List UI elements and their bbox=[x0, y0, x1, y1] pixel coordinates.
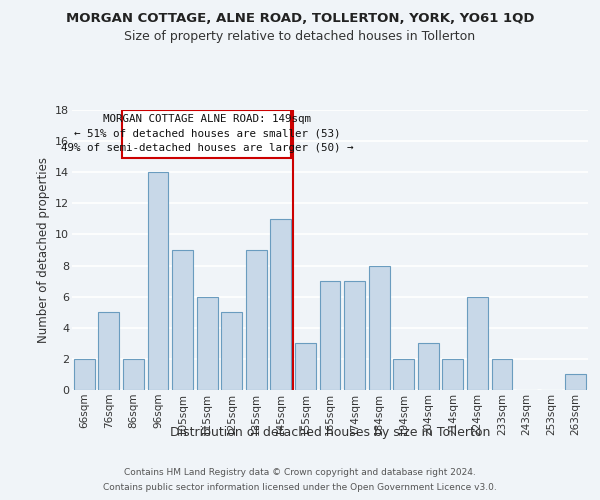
Bar bbox=[491, 359, 512, 390]
Bar bbox=[393, 359, 414, 390]
Bar bbox=[74, 359, 95, 390]
Bar bbox=[123, 359, 144, 390]
Bar bbox=[418, 344, 439, 390]
Y-axis label: Number of detached properties: Number of detached properties bbox=[37, 157, 50, 343]
Bar bbox=[295, 344, 316, 390]
Bar bbox=[320, 281, 340, 390]
Text: Contains HM Land Registry data © Crown copyright and database right 2024.: Contains HM Land Registry data © Crown c… bbox=[124, 468, 476, 477]
Bar bbox=[565, 374, 586, 390]
Bar bbox=[221, 312, 242, 390]
Bar bbox=[98, 312, 119, 390]
Text: Contains public sector information licensed under the Open Government Licence v3: Contains public sector information licen… bbox=[103, 483, 497, 492]
Bar bbox=[271, 219, 292, 390]
Text: MORGAN COTTAGE, ALNE ROAD, TOLLERTON, YORK, YO61 1QD: MORGAN COTTAGE, ALNE ROAD, TOLLERTON, YO… bbox=[66, 12, 534, 26]
Text: Size of property relative to detached houses in Tollerton: Size of property relative to detached ho… bbox=[124, 30, 476, 43]
Bar bbox=[148, 172, 169, 390]
Text: Distribution of detached houses by size in Tollerton: Distribution of detached houses by size … bbox=[170, 426, 490, 439]
Bar bbox=[368, 266, 389, 390]
FancyBboxPatch shape bbox=[122, 110, 291, 158]
Bar bbox=[246, 250, 267, 390]
Text: MORGAN COTTAGE ALNE ROAD: 149sqm
← 51% of detached houses are smaller (53)
49% o: MORGAN COTTAGE ALNE ROAD: 149sqm ← 51% o… bbox=[61, 114, 353, 152]
Bar bbox=[467, 296, 488, 390]
Bar bbox=[442, 359, 463, 390]
Bar bbox=[344, 281, 365, 390]
Bar bbox=[197, 296, 218, 390]
Bar bbox=[172, 250, 193, 390]
